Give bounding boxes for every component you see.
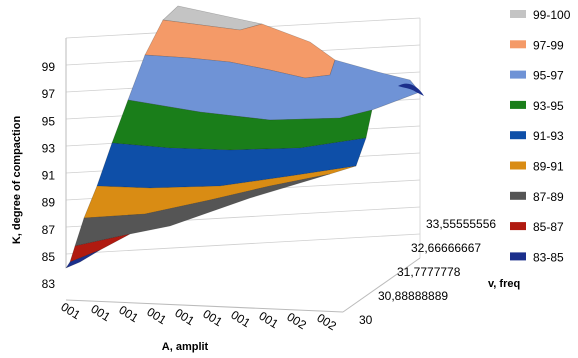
x-tick-label: 002 [314, 311, 339, 334]
surface-band-87-89 [74, 173, 331, 247]
z-tick-label: 83 [42, 277, 56, 291]
z-tick-label: 95 [42, 114, 56, 128]
z-tick-label: 87 [42, 223, 56, 237]
z-tick-label: 85 [42, 250, 56, 264]
z-tick-label: 97 [42, 87, 56, 101]
z-axis-title: K, degree of compaction [11, 116, 23, 245]
legend-label: 91-93 [533, 129, 564, 143]
z-tick-label: 99 [42, 60, 56, 74]
legend-label: 83-85 [533, 250, 564, 264]
y-tick-label: 32,66666667 [411, 241, 481, 255]
surface-bands [65, 5, 424, 269]
x-tick-label: 001 [88, 302, 113, 325]
legend-label: 87-89 [533, 190, 564, 204]
z-tick-label: 91 [42, 169, 56, 183]
x-tick-label: 001 [58, 300, 83, 323]
legend-swatch [510, 252, 526, 261]
x-tick-labels: 001 001 001 001 001 001 001 001 002 002 [58, 300, 339, 334]
x-axis-title: A, amplit [162, 341, 209, 353]
x-tick-label: 001 [256, 309, 281, 332]
legend-swatch [510, 222, 526, 231]
legend-label: 95-97 [533, 69, 564, 83]
surface-band-83-85-tip [398, 83, 424, 96]
x-tick-label: 001 [172, 306, 197, 329]
y-tick-label: 30 [359, 313, 373, 327]
y-tick-label: 31,7777778 [397, 265, 461, 279]
z-tick-labels: 83 85 87 89 91 93 95 97 99 [42, 60, 56, 291]
legend-swatch [510, 70, 526, 79]
legend: 99-100 97-99 95-97 93-95 91-93 89-91 87-89 85-8… [510, 8, 571, 264]
y-axis-title: v, freq [488, 278, 520, 290]
surface-band-93-95 [111, 99, 373, 151]
z-tick-label: 89 [42, 196, 56, 210]
legend-label: 97-99 [533, 38, 564, 52]
legend-label: 93-95 [533, 99, 564, 113]
x-tick-label: 001 [228, 308, 253, 331]
legend-swatch [510, 191, 526, 200]
x-tick-label: 001 [200, 307, 225, 330]
x-tick-label: 002 [284, 310, 309, 333]
x-axis-line [65, 299, 344, 313]
z-tick-label: 93 [42, 141, 56, 155]
y-axis-line [342, 257, 421, 313]
legend-swatch [510, 100, 526, 109]
surface-band-83-85 [65, 249, 101, 269]
y-tick-label: 30,88888889 [378, 289, 448, 303]
legend-label: 99-100 [533, 8, 571, 22]
legend-swatch [510, 161, 526, 170]
legend-swatch [510, 40, 526, 49]
y-tick-label: 33,55555556 [426, 217, 496, 231]
legend-swatch [510, 10, 526, 18]
legend-swatch [510, 131, 526, 140]
x-tick-label: 001 [116, 303, 141, 326]
legend-label: 89-91 [533, 160, 564, 174]
legend-label: 85-87 [533, 220, 564, 234]
x-tick-label: 001 [144, 305, 169, 328]
y-tick-labels: 30 30,88888889 31,7777778 32,66666667 33,555… [359, 217, 496, 327]
